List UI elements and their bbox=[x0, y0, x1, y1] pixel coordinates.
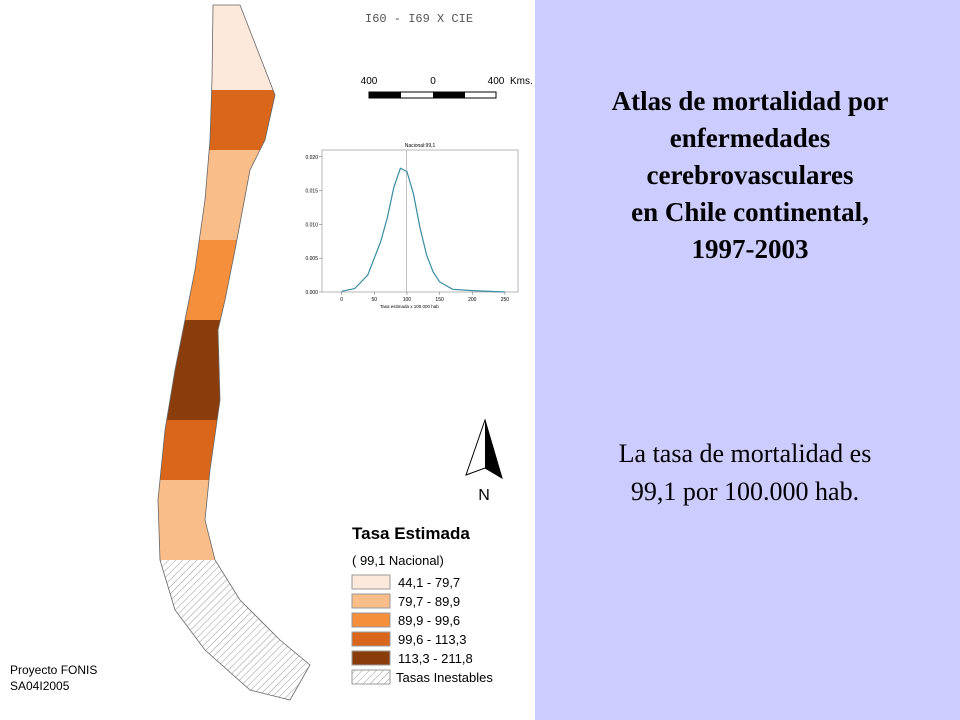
y-tick-label: 0.015 bbox=[305, 189, 318, 195]
scale-unit: Kms. bbox=[510, 76, 533, 87]
density-line bbox=[341, 167, 505, 293]
legend-title: Tasa Estimada bbox=[352, 524, 470, 543]
title-line: 1997-2003 bbox=[692, 234, 809, 264]
y-tick-label: 0.010 bbox=[305, 222, 318, 228]
legend-swatch bbox=[351, 631, 391, 647]
y-tick-label: 0.020 bbox=[305, 155, 318, 161]
legend-swatch bbox=[351, 574, 391, 590]
scale-bar: 400 0 400 Kms. bbox=[361, 76, 533, 99]
legend: 44,1 - 79,7 79,7 - 89,9 89,9 - 99,6 99,6 - … bbox=[351, 574, 473, 666]
title-line: en Chile continental, bbox=[631, 197, 869, 227]
legend-label: 44,1 - 79,7 bbox=[398, 575, 460, 590]
legend-swatch bbox=[351, 593, 391, 609]
legend-label: 113,3 - 211,8 bbox=[398, 651, 473, 666]
density-chart: Nacional:99,1 0.000 0.005 0.010 0.015 0.020 0 5… bbox=[305, 143, 509, 309]
x-tick-label: 150 bbox=[435, 297, 444, 303]
north-label: N bbox=[478, 487, 490, 504]
y-tick-label: 0.000 bbox=[305, 290, 318, 296]
scale-label: 0 bbox=[430, 76, 436, 87]
map-code: I60 - I69 X CIE bbox=[365, 12, 473, 26]
footer-line: Proyecto FONIS bbox=[10, 663, 97, 677]
slide-title: Atlas de mortalidad por enfermedades cereb… bbox=[612, 86, 889, 264]
chart-title: Nacional:99,1 bbox=[405, 143, 436, 149]
x-axis-label: Tasa estimada x 100.000 hab bbox=[380, 304, 439, 309]
scale-label: 400 bbox=[488, 76, 505, 87]
legend-subtitle: ( 99,1 Nacional) bbox=[352, 553, 444, 568]
map-outline bbox=[157, 4, 311, 701]
text-line: 99,1 por 100.000 hab. bbox=[631, 477, 859, 506]
x-tick-label: 0 bbox=[340, 297, 343, 303]
scale-label: 400 bbox=[361, 76, 378, 87]
x-tick-label: 250 bbox=[501, 297, 510, 303]
title-line: cerebrovasculares bbox=[647, 160, 854, 190]
legend-label: 89,9 - 99,6 bbox=[398, 613, 460, 628]
title-line: Atlas de mortalidad por bbox=[612, 86, 889, 116]
x-tick-label: 200 bbox=[468, 297, 477, 303]
legend-label: Tasas Inestables bbox=[396, 670, 493, 685]
x-tick-label: 50 bbox=[371, 297, 377, 303]
title-line: enfermedades bbox=[670, 123, 830, 153]
slide-text: La tasa de mortalidad es 99,1 por 100.000… bbox=[619, 439, 872, 506]
footer-line: SA04I2005 bbox=[10, 679, 70, 693]
legend-label: 99,6 - 113,3 bbox=[398, 632, 466, 647]
legend-swatch bbox=[351, 669, 391, 685]
y-tick-label: 0.005 bbox=[305, 256, 318, 262]
legend-swatch bbox=[351, 650, 391, 666]
legend-swatch bbox=[351, 612, 391, 628]
x-tick-label: 100 bbox=[403, 297, 412, 303]
legend-label: 79,7 - 89,9 bbox=[398, 594, 460, 609]
density-chart-frame bbox=[321, 149, 519, 293]
text-line: La tasa de mortalidad es bbox=[619, 439, 872, 468]
north-arrow: N bbox=[465, 418, 503, 504]
